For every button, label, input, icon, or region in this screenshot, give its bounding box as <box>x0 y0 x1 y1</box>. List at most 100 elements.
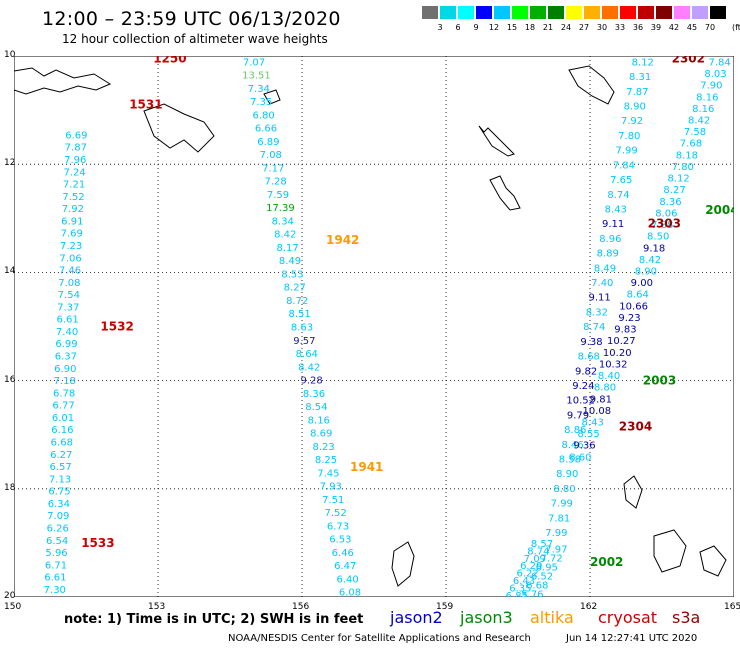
swh-value: 7.37 <box>57 302 79 313</box>
swh-value: 6.75 <box>48 487 70 498</box>
swh-value: 7.08 <box>58 278 80 289</box>
swh-value: 9.83 <box>614 325 636 336</box>
swh-value: 8.40 <box>598 371 620 382</box>
swh-value: 8.16 <box>692 104 714 115</box>
swh-value: 8.74 <box>607 190 629 201</box>
swh-value: 8.49 <box>594 263 616 274</box>
scale-label: 36 <box>632 23 644 32</box>
swh-value: 6.95 <box>536 562 558 573</box>
pass-time-label: 2304 <box>619 420 652 434</box>
scale-label: 27 <box>578 23 590 32</box>
scale-swatch <box>602 6 618 19</box>
swh-value: 8.86 <box>564 425 586 436</box>
swh-value: 8.36 <box>659 197 681 208</box>
scale-swatch <box>638 6 654 19</box>
swh-value: 6.61 <box>57 315 79 326</box>
island-outline <box>143 103 215 153</box>
swh-value: 6.91 <box>61 216 83 227</box>
y-tick-label: 16 <box>4 374 16 385</box>
island-outline <box>623 475 643 509</box>
swh-value: 6.08 <box>339 588 361 597</box>
scale-swatch <box>476 6 492 19</box>
scale-unit: (ft) <box>731 23 740 32</box>
swh-value: 10.20 <box>603 348 632 359</box>
swh-value: 8.23 <box>312 442 334 453</box>
scale-label: 15 <box>506 23 518 32</box>
swh-value: 8.80 <box>553 484 575 495</box>
credit-text: NOAA/NESDIS Center for Satellite Applica… <box>228 633 531 644</box>
scale-swatch <box>548 6 564 19</box>
swh-value: 7.21 <box>63 180 85 191</box>
scale-label: 30 <box>596 23 608 32</box>
swh-value: 7.99 <box>545 528 567 539</box>
y-tick-label: 18 <box>4 482 16 493</box>
pass-time-label: 1250 <box>153 56 186 66</box>
swh-value: 6.89 <box>257 137 279 148</box>
swh-value: 8.06 <box>655 208 677 219</box>
scale-swatch <box>620 6 636 19</box>
swh-value: 8.69 <box>310 429 332 440</box>
swh-value: 8.50 <box>647 232 669 243</box>
legend-jason3: jason3 <box>460 608 513 627</box>
scale-swatch <box>422 6 438 19</box>
pass-time-label: 2002 <box>590 555 623 569</box>
swh-value: 7.07 <box>243 57 265 68</box>
pass-time-label: 1533 <box>81 536 114 550</box>
island-outline <box>14 67 112 95</box>
swh-value: 7.90 <box>700 81 722 92</box>
swh-value: 8.17 <box>276 243 298 254</box>
swh-value: 7.97 <box>545 544 567 555</box>
swh-value: 8.42 <box>274 230 296 241</box>
swh-value: 7.65 <box>610 175 632 186</box>
swh-value: 7.87 <box>65 143 87 154</box>
island-outline <box>391 541 415 587</box>
swh-value: 7.35 <box>250 97 272 108</box>
wave-height-map: 6.697.877.967.247.217.527.926.917.697.23… <box>14 56 734 597</box>
swh-value: 7.92 <box>621 116 643 127</box>
swh-value: 6.43 <box>513 576 535 587</box>
legend-s3a: s3a <box>672 608 701 627</box>
swh-value: 7.87 <box>626 87 648 98</box>
swh-value: 8.89 <box>597 249 619 260</box>
scale-label: 70 <box>704 23 716 32</box>
swh-value: 8.74 <box>527 546 549 557</box>
swh-value: 8.68 <box>578 352 600 363</box>
pass-time-label: 1940 <box>412 595 445 597</box>
swh-value: 9.28 <box>300 376 322 387</box>
x-tick-label: 153 <box>148 602 166 612</box>
swh-value: 8.27 <box>284 283 306 294</box>
footnote: note: 1) Time is in UTC; 2) SWH is in fe… <box>64 612 364 627</box>
swh-value: 17.39 <box>266 203 295 214</box>
swh-value: 9.24 <box>572 381 594 392</box>
swh-value: 7.99 <box>551 499 573 510</box>
swh-value: 8.54 <box>305 402 327 413</box>
scale-swatch <box>566 6 582 19</box>
swh-value: 8.18 <box>676 150 698 161</box>
swh-value: 8.53 <box>281 269 303 280</box>
y-tick-label: 12 <box>4 158 16 169</box>
swh-value: 6.85 <box>506 591 528 597</box>
swh-value: 6.27 <box>50 450 72 461</box>
x-tick-label: 162 <box>580 602 598 612</box>
swh-value: 8.60 <box>569 452 591 463</box>
swh-value: 6.46 <box>332 548 354 559</box>
swh-value: 9.18 <box>643 243 665 254</box>
swh-value: 7.46 <box>59 266 81 277</box>
scale-swatch <box>458 6 474 19</box>
pass-time-label: 2302 <box>672 56 705 66</box>
x-tick-label: 165 <box>724 602 740 612</box>
swh-value: 6.61 <box>44 573 66 584</box>
swh-value: 7.30 <box>44 585 66 596</box>
swh-value: 6.47 <box>334 561 356 572</box>
swh-value: 8.16 <box>308 415 330 426</box>
swh-value: 7.40 <box>591 278 613 289</box>
y-tick-label: 14 <box>4 266 16 277</box>
scale-label: 21 <box>542 23 554 32</box>
swh-value: 7.81 <box>548 513 570 524</box>
swh-value: 7.93 <box>320 482 342 493</box>
swh-value: 6.57 <box>50 462 72 473</box>
swh-value: 6.68 <box>526 580 548 591</box>
x-tick-label: 150 <box>4 602 22 612</box>
swh-value: 10.66 <box>619 301 648 312</box>
swh-value: 6.90 <box>54 364 76 375</box>
